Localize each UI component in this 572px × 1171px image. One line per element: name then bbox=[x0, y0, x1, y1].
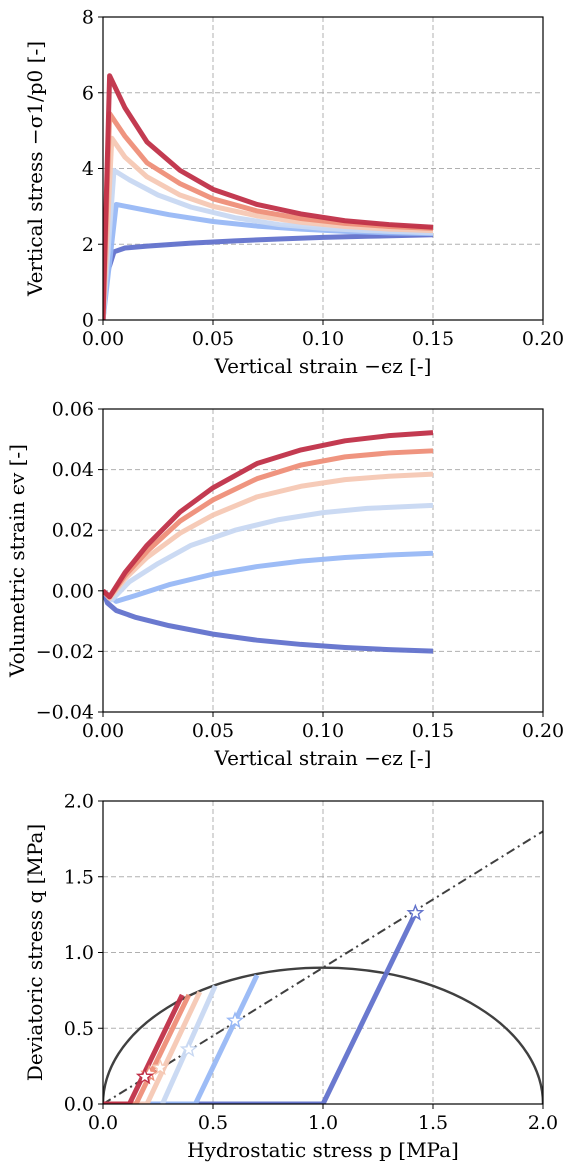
x-tick-label: 0.0 bbox=[88, 1112, 118, 1134]
series-line-3 bbox=[103, 990, 203, 1104]
series-line-3 bbox=[103, 135, 434, 320]
series-line-2 bbox=[103, 993, 192, 1104]
x-axis-label: Vertical strain −ϵz [-] bbox=[214, 354, 432, 378]
critical-state-line bbox=[103, 830, 543, 1104]
chart-panel-1: 0.00 0.05 0.10 0.15 0.20 0 2 4 6 8 Vertical strain… bbox=[23, 7, 564, 379]
plot-area bbox=[103, 73, 434, 320]
chart-panel-2: 0.00 0.05 0.10 0.15 0.20 −0.04 −0.02 0.00 0.02 0.… bbox=[5, 399, 564, 771]
y-tick-label: 2 bbox=[82, 234, 94, 256]
star-marker-6 bbox=[406, 903, 425, 921]
y-tick-label: −0.04 bbox=[36, 702, 94, 724]
y-tick-label: 0.02 bbox=[52, 520, 94, 542]
y-axis-label: Vertical stress −σ1/p0 [-] bbox=[23, 41, 47, 297]
x-tick-label: 0.00 bbox=[82, 328, 124, 350]
series-line-4 bbox=[103, 502, 434, 603]
plot-area bbox=[103, 830, 543, 1104]
x-tick-label: 0.10 bbox=[302, 328, 344, 350]
y-tick-label: 0 bbox=[82, 310, 94, 332]
y-tick-label: 1.0 bbox=[64, 942, 94, 964]
x-tick-label: 1.0 bbox=[308, 1112, 338, 1134]
series-line-1 bbox=[103, 993, 185, 1104]
x-tick-label: 0.15 bbox=[412, 720, 454, 742]
y-tick-label: 6 bbox=[82, 82, 94, 104]
plot-area bbox=[103, 430, 434, 654]
y-tick-label: 0.00 bbox=[52, 580, 94, 602]
x-tick-label: 1.5 bbox=[418, 1112, 448, 1134]
series-line-1 bbox=[103, 73, 434, 320]
x-tick-label: 0.10 bbox=[302, 720, 344, 742]
series-line-5 bbox=[103, 550, 434, 604]
y-axis-label: Volumetric strain ϵv [-] bbox=[5, 444, 29, 678]
yield-surface-ellipse bbox=[103, 966, 543, 1104]
series-line-6 bbox=[103, 912, 418, 1104]
y-tick-label: 1.5 bbox=[64, 866, 94, 888]
x-tick-label: 0.5 bbox=[198, 1112, 228, 1134]
y-tick-label: 4 bbox=[82, 158, 94, 180]
x-axis-label: Hydrostatic stress p [MPa] bbox=[187, 1138, 459, 1162]
star-marker-5 bbox=[226, 1011, 244, 1029]
y-tick-label: 0.0 bbox=[64, 1094, 94, 1116]
x-tick-label: 0.05 bbox=[192, 720, 234, 742]
star-marker-4 bbox=[179, 1040, 198, 1058]
x-tick-label: 0.20 bbox=[522, 720, 564, 742]
y-axis-label: Deviatoric stress q [MPa] bbox=[23, 824, 47, 1081]
x-tick-label: 0.20 bbox=[522, 328, 564, 350]
y-tick-label: 0.04 bbox=[52, 459, 94, 481]
y-tick-label: 0.5 bbox=[64, 1018, 94, 1040]
series-line-1 bbox=[103, 430, 434, 600]
series-line-6 bbox=[103, 232, 434, 320]
x-tick-label: 0.00 bbox=[82, 720, 124, 742]
series-line-4 bbox=[103, 167, 434, 320]
y-tick-label: −0.02 bbox=[36, 641, 94, 663]
x-tick-label: 2.0 bbox=[528, 1112, 558, 1134]
chart-panel-3: 0.0 0.5 1.0 1.5 2.0 0.0 0.5 1.0 1.5 2.0 Hydrostati… bbox=[23, 791, 558, 1163]
x-tick-label: 0.15 bbox=[412, 328, 454, 350]
x-tick-label: 0.05 bbox=[192, 328, 234, 350]
x-axis-label: Vertical strain −ϵz [-] bbox=[214, 746, 432, 770]
star-marker-3 bbox=[151, 1058, 170, 1076]
y-tick-label: 8 bbox=[82, 7, 94, 29]
y-tick-label: 2.0 bbox=[64, 791, 94, 813]
series-line-6 bbox=[103, 589, 434, 654]
star-marker-1 bbox=[135, 1067, 154, 1085]
y-tick-label: 0.06 bbox=[52, 399, 94, 421]
